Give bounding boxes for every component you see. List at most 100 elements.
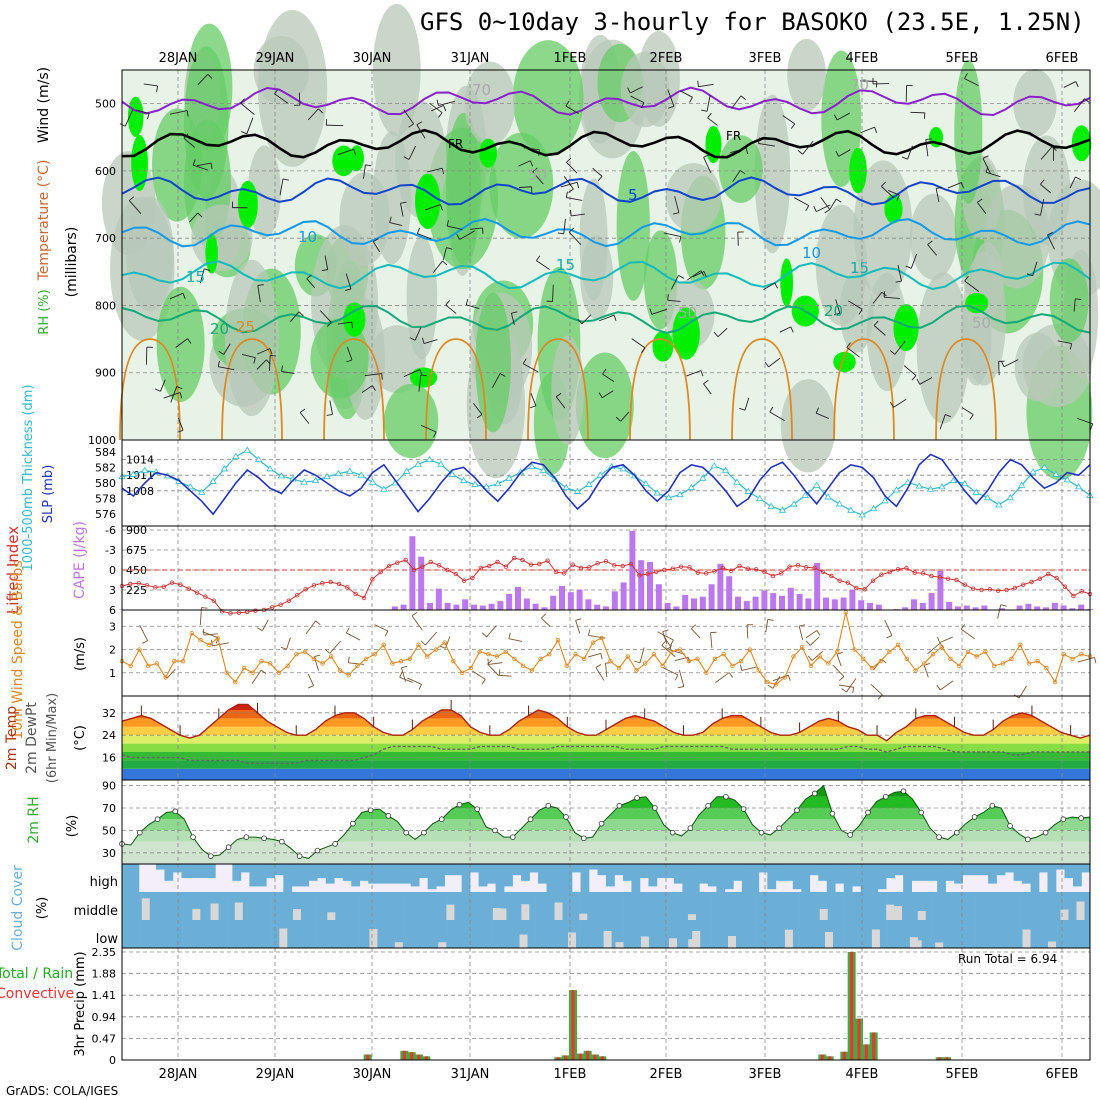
cloud-high-bar [300,864,310,887]
cloud-bar [526,920,536,948]
cloud-high-bar [1030,864,1040,892]
wind-barb [794,197,809,207]
cloud-bar [245,892,255,920]
thickness-point [676,490,684,498]
wind-barb [337,148,354,156]
wind-barb-flag [446,247,453,250]
cloud-bar [843,892,853,920]
thickness-point [710,462,718,469]
thickness-point [232,452,240,459]
cape-bar [779,595,785,610]
li-point [1012,585,1018,591]
cloud-bar [421,920,431,948]
cloud-high-bar [1039,864,1048,873]
wind-speed-point [643,661,648,666]
wind-speed-point [451,658,456,664]
wind-barb-flag [1026,273,1033,277]
cloud-bar [729,892,739,920]
wind-barb-flag [672,212,680,215]
cloud-bar [650,892,660,920]
tick-label: 1014 [126,454,154,467]
cloud-bar [597,920,607,948]
wind-barb-flag [700,270,705,276]
wind-barb-flag [456,233,461,240]
cloud-bar [245,920,255,948]
cloud-bar [254,892,264,920]
wind-barb [286,637,291,650]
contour-label: 70 [850,76,869,94]
wind-barb-flag [764,361,769,368]
wind-barb [897,264,902,282]
thickness-point [915,482,923,489]
wind-barb-flag [179,392,183,399]
cloud-bar [658,892,668,920]
cape-bar [761,590,768,610]
rh-peak-shade [205,233,218,274]
cape-bar [805,598,812,610]
wind-barb [703,383,712,395]
wind-barb-flag [964,275,969,282]
tick-label: 0 [109,564,116,577]
cape-bar [673,606,680,610]
wind-barb-flag [306,274,312,280]
rh-shade [821,50,862,188]
li-point [336,581,342,587]
wind-barb [802,140,814,155]
cape-bar [418,556,425,610]
cloud-bar [412,892,422,920]
wind-barb [663,635,672,648]
rh-point [1007,823,1013,829]
wind-barb-flag [438,112,443,118]
wind-speed-point [765,679,770,685]
li-point [253,608,258,613]
wind-speed-point [154,661,160,666]
cloud-bar [878,892,888,920]
wind-barb [346,632,361,641]
thickness-point [949,476,958,484]
thickness-point [300,478,308,485]
thickness-point [801,491,810,498]
wind-speed-point [494,654,500,659]
isotherm-line [121,86,1091,117]
wind-barb [471,670,486,680]
cloud-bar [632,920,642,948]
rh-point [243,834,250,840]
wind-barb-flag [282,178,289,181]
wind-barb [630,95,645,104]
precip-conv-bar [578,1053,582,1060]
cloud-bar [1010,892,1020,920]
wind-barb-flag [420,640,426,646]
wind-barb [964,78,979,86]
cloud-bar [870,892,880,920]
precip-conv-bar [417,1054,421,1060]
wind-barb [763,282,775,291]
tick-label: 3 [109,584,116,597]
wind-barb [279,178,284,196]
rh-band [122,808,1090,820]
cloud-bar [711,892,721,920]
cloud-high-bar [928,864,938,881]
rh-peak-shade [833,351,856,373]
cloud-high-bar [869,864,879,892]
wind-barb [541,617,551,627]
wind-barb-flag [257,284,264,286]
thickness-point [961,480,969,487]
cloud-bar [588,920,598,948]
wind-speed-point [634,668,639,673]
cape-bar [911,599,917,610]
rh2m-panel: 30 50 70 90 2m RH (%) [26,779,1091,865]
wind-barb-flag [433,431,437,438]
rh-shade [384,383,439,459]
li-point [845,580,851,585]
wind-barb-flag [565,100,570,107]
warm-contour [323,338,385,441]
wind-barb-flag [697,80,699,87]
cape-li-panel: 225 450 675 900 -6 -3 0 3 6 Lifted Index CAPE (J/k… [4,521,1093,617]
wind-speed-point [581,656,587,662]
rh-shade [1013,68,1057,138]
li-point [194,590,200,595]
cloud-bar [298,892,308,920]
cloud-bar [438,892,448,920]
cloud-high-bar [283,864,293,892]
thickness-point [847,506,855,513]
